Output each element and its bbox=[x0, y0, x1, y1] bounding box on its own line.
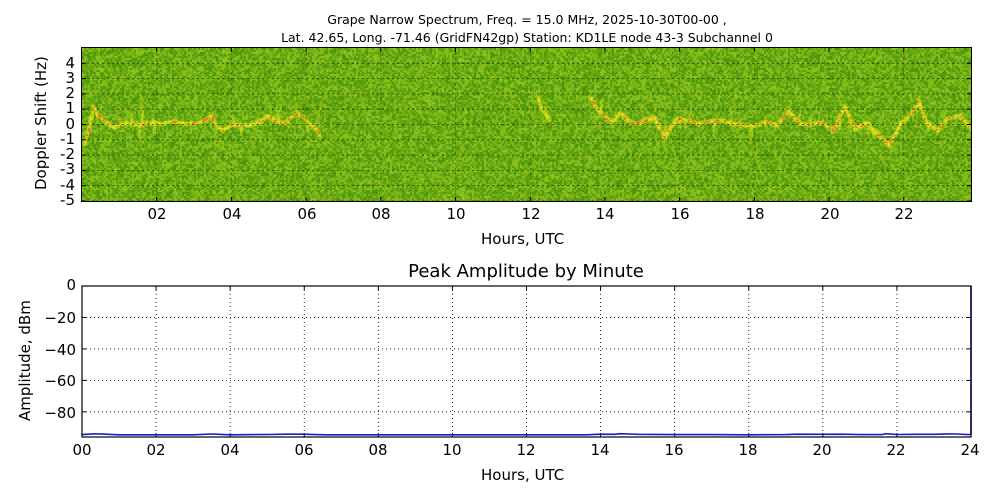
x-tick-label: 08 bbox=[368, 441, 388, 459]
y-tick-label: -1 bbox=[60, 130, 75, 148]
x-tick-label: 00 bbox=[72, 441, 92, 459]
y-tick-label: 1 bbox=[65, 99, 75, 117]
y-tick-label: −20 bbox=[44, 309, 76, 327]
y-tick-label: 3 bbox=[65, 69, 75, 87]
x-tick-label: 10 bbox=[446, 205, 466, 223]
y-tick-label: -4 bbox=[60, 176, 75, 194]
y-tick-label: −80 bbox=[44, 404, 76, 422]
x-tick-label: 04 bbox=[220, 441, 240, 459]
amplitude-y-axis-label: Amplitude, dBm bbox=[16, 300, 34, 421]
figure-title-line-2: Lat. 42.65, Long. -71.46 (GridFN42gp) St… bbox=[281, 30, 773, 45]
amplitude-chart-title: Peak Amplitude by Minute bbox=[408, 261, 644, 282]
x-tick-label: 08 bbox=[371, 205, 391, 223]
x-tick-label: 12 bbox=[516, 441, 536, 459]
amplitude-plot-frame bbox=[81, 285, 972, 438]
y-tick-label: −40 bbox=[44, 341, 76, 359]
y-tick-label: -3 bbox=[60, 160, 75, 178]
x-tick-label: 18 bbox=[745, 205, 765, 223]
x-tick-label: 02 bbox=[147, 205, 167, 223]
figure-title-line-1: Grape Narrow Spectrum, Freq. = 15.0 MHz,… bbox=[327, 12, 727, 27]
y-tick-label: 2 bbox=[65, 84, 75, 102]
spectrogram-x-axis-label: Hours, UTC bbox=[481, 230, 565, 248]
amplitude-x-axis-label: Hours, UTC bbox=[481, 466, 565, 484]
y-tick-label: −60 bbox=[44, 372, 76, 390]
x-tick-label: 04 bbox=[222, 205, 242, 223]
spectrogram-grid bbox=[82, 48, 971, 201]
x-tick-label: 22 bbox=[894, 205, 914, 223]
spectrogram-y-axis-label: Doppler Shift (Hz) bbox=[32, 56, 50, 190]
x-tick-label: 18 bbox=[738, 441, 758, 459]
x-tick-label: 16 bbox=[670, 205, 690, 223]
y-tick-label: 0 bbox=[65, 115, 75, 133]
x-tick-label: 06 bbox=[297, 205, 317, 223]
x-tick-label: 12 bbox=[521, 205, 541, 223]
x-tick-label: 20 bbox=[812, 441, 832, 459]
x-tick-label: 24 bbox=[960, 441, 980, 459]
x-tick-label: 16 bbox=[664, 441, 684, 459]
y-tick-label: 4 bbox=[65, 54, 75, 72]
x-tick-label: 02 bbox=[146, 441, 166, 459]
x-tick-label: 20 bbox=[820, 205, 840, 223]
x-tick-label: 14 bbox=[595, 205, 615, 223]
y-tick-label: -5 bbox=[60, 191, 75, 209]
y-tick-label: -2 bbox=[60, 145, 75, 163]
x-tick-label: 06 bbox=[294, 441, 314, 459]
x-tick-label: 10 bbox=[442, 441, 462, 459]
y-tick-label: 0 bbox=[66, 276, 76, 294]
amplitude-series-line bbox=[81, 286, 972, 436]
x-tick-label: 14 bbox=[590, 441, 610, 459]
x-tick-label: 22 bbox=[886, 441, 906, 459]
